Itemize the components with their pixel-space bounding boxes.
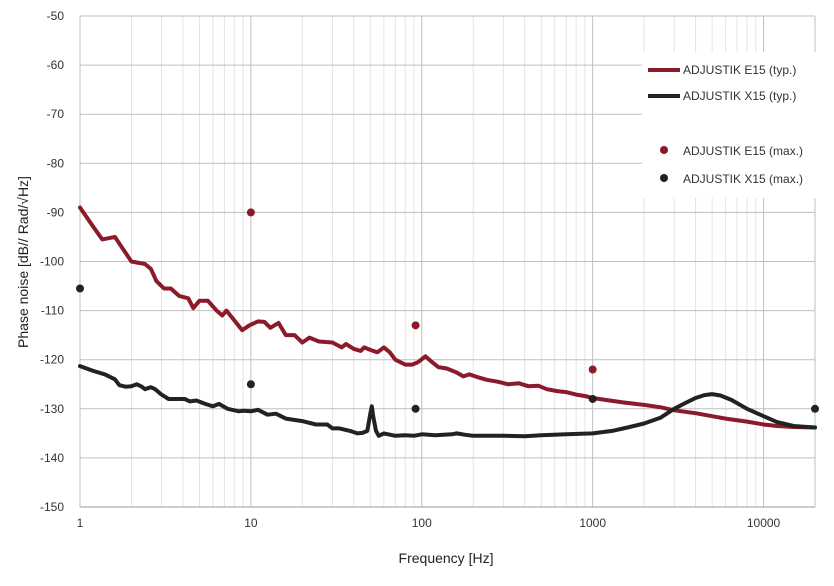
legend-background	[642, 52, 818, 198]
x-axis-ticks: 1 10 100 1000 10000	[77, 516, 781, 530]
data-point-adjustik-e15-max	[411, 321, 420, 330]
y-tick-label: -100	[40, 255, 64, 269]
data-point-adjustik-e15-max	[246, 208, 255, 217]
y-tick-label: -60	[47, 58, 65, 72]
y-tick-label: -50	[47, 9, 65, 23]
legend-label-e15-max: ADJUSTIK E15 (max.)	[683, 144, 803, 158]
data-point-adjustik-x15-max	[246, 380, 255, 389]
data-point-adjustik-x15-max	[411, 404, 420, 413]
x-tick-label: 100	[412, 516, 432, 530]
series-lines	[78, 205, 817, 439]
y-tick-label: -120	[40, 353, 64, 367]
data-point-adjustik-x15-max	[811, 404, 819, 413]
series-markers	[76, 208, 819, 413]
legend-marker-e15-max	[660, 146, 668, 154]
y-tick-label: -70	[47, 107, 65, 121]
data-point-adjustik-e15-max	[588, 365, 597, 374]
x-tick-label: 10	[244, 516, 258, 530]
legend-marker-x15-max	[660, 174, 668, 182]
y-tick-label: -110	[41, 304, 64, 318]
y-tick-label: -150	[40, 500, 64, 514]
legend-label-e15-typ: ADJUSTIK E15 (typ.)	[683, 63, 796, 77]
y-axis-title: Phase noise [dB// Rad/√Hz]	[15, 176, 31, 348]
series-line-adjustik-x15-typ	[78, 364, 817, 439]
data-point-adjustik-x15-max	[588, 394, 597, 403]
y-tick-label: -130	[40, 402, 64, 416]
y-axis-ticks: -50 -60 -70 -80 -90 -100 -110 -120 -130 -140 -150	[40, 9, 64, 514]
x-tick-label: 10000	[747, 516, 781, 530]
legend-label-x15-typ: ADJUSTIK X15 (typ.)	[683, 89, 796, 103]
y-tick-label: -90	[47, 205, 65, 219]
data-point-adjustik-x15-max	[76, 284, 84, 293]
legend-label-x15-max: ADJUSTIK X15 (max.)	[683, 172, 803, 186]
y-tick-label: -80	[47, 156, 65, 170]
x-tick-label: 1000	[579, 516, 606, 530]
y-tick-label: -140	[40, 451, 64, 465]
x-tick-label: 1	[77, 516, 84, 530]
x-axis-title: Frequency [Hz]	[399, 550, 494, 566]
legend: ADJUSTIK E15 (typ.) ADJUSTIK X15 (typ.) …	[642, 52, 818, 198]
